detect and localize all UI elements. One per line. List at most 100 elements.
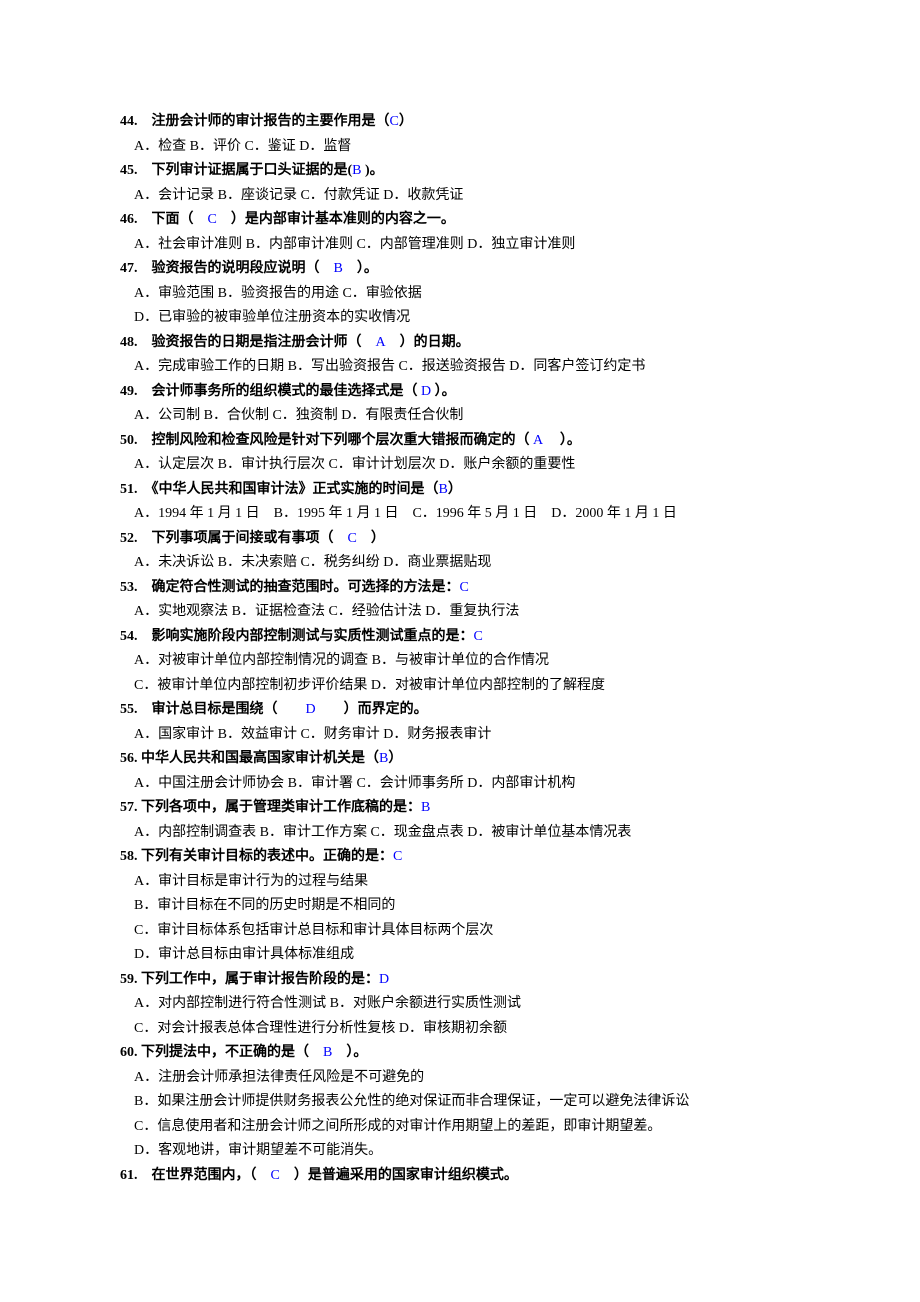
stem-pre: 中华人民共和国最高国家审计机关是（: [138, 751, 380, 766]
stem-pre: 下列提法中，不正确的是（: [138, 1045, 324, 1060]
answer-letter: B: [352, 163, 361, 178]
option-line: D．已审验的被审验单位注册资本的实收情况: [120, 306, 800, 331]
stem-post: ）是普遍采用的国家审计组织模式。: [280, 1168, 518, 1183]
answer-letter: D: [418, 384, 435, 399]
stem-post: )。: [362, 163, 384, 178]
option-line: A．内部控制调查表 B．审计工作方案 C．现金盘点表 D．被审计单位基本情况表: [120, 821, 800, 846]
question-stem: 50. 控制风险和检查风险是针对下列哪个层次重大错报而确定的（ A ）。: [120, 429, 800, 454]
stem-post: ）。: [546, 433, 581, 448]
question-number: 61.: [120, 1168, 138, 1183]
question-stem: 49. 会计师事务所的组织模式的最佳选择式是（ D ）。: [120, 380, 800, 405]
answer-letter: B: [421, 800, 430, 815]
option-line: B．审计目标在不同的历史时期是不相同的: [120, 894, 800, 919]
question-stem: 46. 下面（ C ）是内部审计基本准则的内容之一。: [120, 208, 800, 233]
option-line: A．完成审验工作的日期 B．写出验资报告 C．报送验资报告 D．同客户签订约定书: [120, 355, 800, 380]
question-number: 50.: [120, 433, 138, 448]
option-line: C．被审计单位内部控制初步评价结果 D．对被审计单位内部控制的了解程度: [120, 674, 800, 699]
stem-pre: 注册会计师的审计报告的主要作用是（: [138, 114, 390, 129]
answer-letter: B: [323, 1045, 332, 1060]
stem-pre: 验资报告的说明段应说明（: [138, 261, 334, 276]
answer-letter: D: [379, 972, 389, 987]
stem-post: ）而界定的。: [316, 702, 428, 717]
question-number: 44.: [120, 114, 138, 129]
question-number: 46.: [120, 212, 138, 227]
question-number: 60.: [120, 1045, 138, 1060]
option-line: A．审验范围 B．验资报告的用途 C．审验依据: [120, 282, 800, 307]
option-line: D．审计总目标由审计具体标准组成: [120, 943, 800, 968]
answer-letter: B: [334, 261, 343, 276]
option-line: A．注册会计师承担法律责任风险是不可避免的: [120, 1066, 800, 1091]
stem-pre: 下列各项中，属于管理类审计工作底稿的是：: [138, 800, 422, 815]
question-stem: 55. 审计总目标是围绕（ D ）而界定的。: [120, 698, 800, 723]
question-number: 47.: [120, 261, 138, 276]
question-stem: 54. 影响实施阶段内部控制测试与实质性测试重点的是：C: [120, 625, 800, 650]
answer-letter: C: [474, 629, 483, 644]
option-line: A．1994 年 1 月 1 日 B．1995 年 1 月 1 日 C．1996…: [120, 502, 800, 527]
stem-pre: 审计总目标是围绕（: [138, 702, 306, 717]
option-line: A．中国注册会计师协会 B．审计署 C．会计师事务所 D．内部审计机构: [120, 772, 800, 797]
question-stem: 58. 下列有关审计目标的表述中。正确的是：C: [120, 845, 800, 870]
option-line: A．未决诉讼 B．未决索赔 C．税务纠纷 D．商业票据贴现: [120, 551, 800, 576]
option-line: A．社会审计准则 B．内部审计准则 C．内部管理准则 D．独立审计准则: [120, 233, 800, 258]
stem-post: ）是内部审计基本准则的内容之一。: [217, 212, 455, 227]
answer-letter: A: [376, 335, 386, 350]
stem-pre: 确定符合性测试的抽查范围时。可选择的方法是：: [138, 580, 460, 595]
question-number: 52.: [120, 531, 138, 546]
option-line: A．对内部控制进行符合性测试 B．对账户余额进行实质性测试: [120, 992, 800, 1017]
question-stem: 57. 下列各项中，属于管理类审计工作底稿的是：B: [120, 796, 800, 821]
option-line: A．对被审计单位内部控制情况的调查 B．与被审计单位的合作情况: [120, 649, 800, 674]
stem-post: ）: [448, 482, 462, 497]
question-number: 48.: [120, 335, 138, 350]
answer-letter: C: [348, 531, 357, 546]
answer-letter: C: [460, 580, 469, 595]
answer-letter: A: [530, 433, 546, 448]
stem-pre: 会计师事务所的组织模式的最佳选择式是（: [138, 384, 418, 399]
option-line: A．审计目标是审计行为的过程与结果: [120, 870, 800, 895]
stem-post: ）: [357, 531, 385, 546]
question-stem: 48. 验资报告的日期是指注册会计师（ A ）的日期。: [120, 331, 800, 356]
question-number: 58.: [120, 849, 138, 864]
question-stem: 47. 验资报告的说明段应说明（ B ）。: [120, 257, 800, 282]
answer-letter: C: [390, 114, 399, 129]
option-line: D．客观地讲，审计期望差不可能消失。: [120, 1139, 800, 1164]
question-stem: 56. 中华人民共和国最高国家审计机关是（B）: [120, 747, 800, 772]
option-line: A．国家审计 B．效益审计 C．财务审计 D．财务报表审计: [120, 723, 800, 748]
stem-post: ）。: [435, 384, 456, 399]
stem-pre: 在世界范围内，（: [138, 1168, 271, 1183]
question-list: 44. 注册会计师的审计报告的主要作用是（C）A．检查 B．评价 C．鉴证 D．…: [120, 110, 800, 1188]
stem-post: ）。: [343, 261, 378, 276]
answer-letter: D: [306, 702, 316, 717]
question-stem: 59. 下列工作中，属于审计报告阶段的是：D: [120, 968, 800, 993]
stem-pre: 下列工作中，属于审计报告阶段的是：: [138, 972, 380, 987]
answer-letter: C: [271, 1168, 280, 1183]
stem-post: ）: [388, 751, 402, 766]
option-line: A．认定层次 B．审计执行层次 C．审计计划层次 D．账户余额的重要性: [120, 453, 800, 478]
stem-post: ）的日期。: [386, 335, 470, 350]
stem-pre: 影响实施阶段内部控制测试与实质性测试重点的是：: [138, 629, 474, 644]
question-number: 45.: [120, 163, 138, 178]
question-number: 59.: [120, 972, 138, 987]
stem-pre: 下列审计证据属于口头证据的是(: [138, 163, 353, 178]
stem-pre: 控制风险和检查风险是针对下列哪个层次重大错报而确定的（: [138, 433, 530, 448]
question-number: 53.: [120, 580, 138, 595]
stem-post: ）。: [332, 1045, 367, 1060]
question-number: 56.: [120, 751, 138, 766]
answer-letter: B: [379, 751, 388, 766]
stem-pre: 下面（: [138, 212, 208, 227]
option-line: A．检查 B．评价 C．鉴证 D．监督: [120, 135, 800, 160]
question-stem: 44. 注册会计师的审计报告的主要作用是（C）: [120, 110, 800, 135]
question-number: 51.: [120, 482, 138, 497]
question-number: 57.: [120, 800, 138, 815]
question-stem: 51. 《中华人民共和国审计法》正式实施的时间是（B）: [120, 478, 800, 503]
question-stem: 60. 下列提法中，不正确的是（ B ）。: [120, 1041, 800, 1066]
question-stem: 61. 在世界范围内，（ C ）是普遍采用的国家审计组织模式。: [120, 1164, 800, 1189]
option-line: C．对会计报表总体合理性进行分析性复核 D．审核期初余额: [120, 1017, 800, 1042]
option-line: C．信息使用者和注册会计师之间所形成的对审计作用期望上的差距，即审计期望差。: [120, 1115, 800, 1140]
option-line: A．会计记录 B．座谈记录 C．付款凭证 D．收款凭证: [120, 184, 800, 209]
answer-letter: C: [393, 849, 402, 864]
stem-post: ）: [399, 114, 413, 129]
stem-pre: 验资报告的日期是指注册会计师（: [138, 335, 376, 350]
option-line: A．公司制 B．合伙制 C．独资制 D．有限责任合伙制: [120, 404, 800, 429]
question-stem: 52. 下列事项属于间接或有事项（ C ）: [120, 527, 800, 552]
stem-pre: 《中华人民共和国审计法》正式实施的时间是（: [138, 482, 439, 497]
